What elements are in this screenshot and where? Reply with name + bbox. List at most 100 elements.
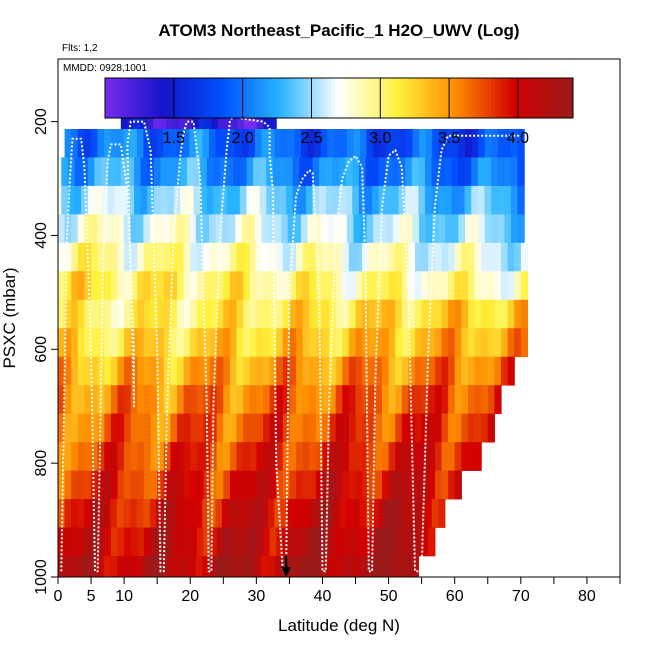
- heatmap-cell: [355, 385, 363, 415]
- heatmap-cell: [282, 328, 291, 358]
- heatmap-cell: [504, 157, 512, 187]
- colorbar-swatch: [502, 78, 508, 118]
- heatmap-cell: [77, 470, 86, 500]
- x-tick-label: 50: [380, 588, 398, 605]
- heatmap-cell: [104, 242, 112, 272]
- heatmap-cell: [177, 242, 185, 272]
- heatmap-cell: [362, 527, 370, 557]
- heatmap-cell: [448, 442, 456, 471]
- heatmap-cell: [327, 129, 335, 158]
- heatmap-cell: [137, 299, 145, 329]
- heatmap-cell: [438, 499, 446, 528]
- heatmap-cell: [342, 385, 350, 415]
- heatmap-cell: [362, 413, 370, 443]
- heatmap-cells: [58, 100, 529, 578]
- colorbar-swatch: [315, 78, 320, 118]
- heatmap-cell: [315, 385, 324, 415]
- heatmap-cell: [262, 271, 271, 301]
- heatmap-cell: [183, 356, 191, 386]
- heatmap-cell: [104, 527, 112, 557]
- heatmap-cell: [500, 356, 509, 386]
- heatmap-cell: [474, 385, 482, 415]
- heatmap-cell: [408, 442, 416, 471]
- heatmap-cell: [381, 299, 390, 329]
- heatmap-cell: [282, 413, 291, 443]
- heatmap-cell: [467, 299, 476, 329]
- heatmap-cell: [355, 299, 363, 329]
- heatmap-cell: [186, 185, 195, 215]
- heatmap-cell: [84, 356, 92, 386]
- heatmap-cell: [322, 442, 330, 471]
- heatmap-cell: [395, 470, 403, 500]
- y-tick-label: 400: [33, 222, 50, 249]
- heatmap-cell: [312, 157, 320, 187]
- heatmap-cell: [448, 413, 456, 443]
- colorbar-swatch: [397, 78, 402, 118]
- heatmap-cell: [196, 356, 205, 386]
- heatmap-cell: [315, 442, 324, 471]
- heatmap-cell: [243, 328, 251, 358]
- heatmap-cell: [157, 271, 165, 301]
- heatmap-cell: [110, 328, 119, 358]
- heatmap-cell: [461, 299, 469, 329]
- arrow-marker: [281, 556, 292, 577]
- heatmap-cell: [339, 157, 347, 187]
- heatmap-cell: [203, 470, 211, 500]
- heatmap-cell: [461, 442, 469, 471]
- heatmap-cell: [408, 413, 416, 443]
- heatmap-cell: [428, 299, 436, 329]
- heatmap-cell: [136, 214, 144, 244]
- heatmap-cell: [110, 470, 119, 500]
- heatmap-cell: [249, 328, 257, 358]
- heatmap-cell: [147, 157, 155, 187]
- colorbar-swatch: [350, 78, 356, 118]
- heatmap-cell: [58, 442, 66, 471]
- heatmap-cell: [372, 499, 380, 528]
- heatmap-cell: [173, 157, 181, 187]
- heatmap-cell: [202, 555, 210, 578]
- colorbar-swatch: [229, 78, 235, 118]
- heatmap-cell: [405, 157, 413, 187]
- heatmap-cell: [124, 527, 132, 557]
- heatmap-cell: [381, 442, 390, 471]
- heatmap-cell: [428, 442, 436, 471]
- heatmap-cell: [175, 555, 184, 578]
- heatmap-cell: [428, 271, 436, 301]
- heatmap-cell: [302, 470, 310, 500]
- heatmap-cell: [210, 271, 218, 301]
- heatmap-cell: [302, 442, 310, 471]
- heatmap-cell: [216, 413, 224, 443]
- heatmap-cell: [137, 356, 145, 386]
- heatmap-cell: [355, 470, 363, 500]
- heatmap-cell: [156, 214, 164, 244]
- heatmap-cell: [507, 356, 515, 386]
- heatmap-cell: [415, 328, 423, 358]
- heatmap-cell: [332, 185, 340, 215]
- heatmap-cell: [254, 555, 262, 578]
- heatmap-cell: [454, 470, 462, 500]
- heatmap-cell: [248, 499, 256, 528]
- heatmap-cell: [322, 328, 330, 358]
- heatmap-cell: [281, 214, 289, 244]
- heatmap-cell: [71, 413, 79, 443]
- heatmap-cell: [124, 242, 132, 272]
- heatmap-cell: [269, 328, 277, 358]
- heatmap-cell: [467, 413, 476, 443]
- heatmap-cell: [130, 442, 138, 471]
- heatmap-cell: [228, 499, 236, 528]
- plot-frame: [57, 58, 621, 578]
- x-axis-label: Latitude (deg N): [278, 616, 400, 635]
- colorbar-swatch: [487, 78, 492, 118]
- heatmap-cell: [157, 413, 165, 443]
- heatmap-cell: [117, 129, 125, 158]
- heatmap-cell: [366, 214, 374, 244]
- heatmap-cell: [136, 499, 144, 528]
- colorbar-swatch: [514, 78, 519, 118]
- heatmap-cell: [235, 129, 243, 158]
- heatmap-cell: [305, 185, 314, 215]
- heatmap-cell: [243, 527, 251, 557]
- heatmap-cell: [71, 442, 79, 471]
- heatmap-cell: [229, 356, 238, 386]
- heatmap-cell: [287, 499, 295, 528]
- colorbar-tick-label: 2.0: [232, 130, 254, 147]
